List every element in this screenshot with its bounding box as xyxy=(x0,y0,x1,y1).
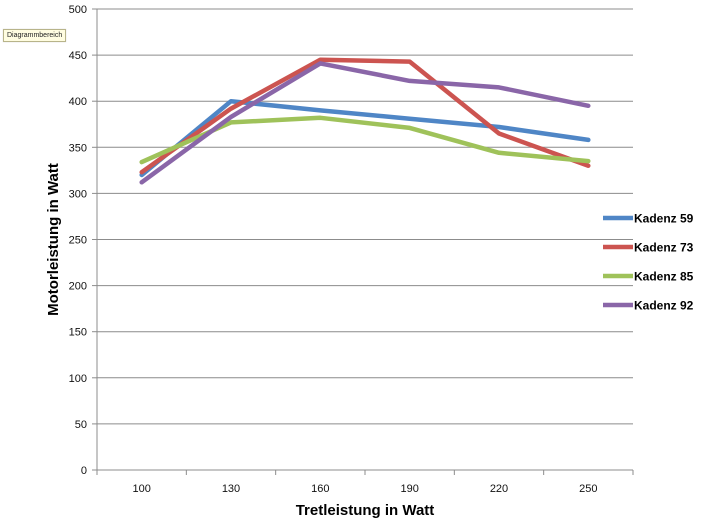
x-tick-label: 220 xyxy=(490,483,508,495)
x-tick-label: 100 xyxy=(132,483,150,495)
y-tick-label: 500 xyxy=(69,4,87,16)
y-tick-label: 450 xyxy=(69,50,87,62)
legend: Kadenz 59 Kadenz 73 Kadenz 85 Kadenz 92 xyxy=(603,212,694,313)
series-line-kadenz-73[interactable] xyxy=(139,57,591,175)
y-tick-label: 250 xyxy=(69,235,87,247)
x-tick-label: 130 xyxy=(222,483,240,495)
y-tick-label: 350 xyxy=(69,142,87,154)
y-tick-label: 0 xyxy=(81,465,87,477)
legend-label: Kadenz 85 xyxy=(634,270,694,284)
legend-label: Kadenz 59 xyxy=(634,212,694,226)
x-tick-label: 190 xyxy=(400,483,418,495)
y-tick-label: 150 xyxy=(69,327,87,339)
legend-label: Kadenz 92 xyxy=(634,299,694,313)
series-lines xyxy=(139,57,591,185)
y-tick-label: 300 xyxy=(69,188,87,200)
chart-area-tooltip: Diagrammbereich xyxy=(3,29,67,42)
y-axis-title: Motorleistung in Watt xyxy=(45,163,62,316)
x-axis-title: Tretleistung in Watt xyxy=(296,502,435,519)
y-tick-label: 100 xyxy=(69,373,87,385)
y-tick-label: 200 xyxy=(69,281,87,293)
series-line-kadenz-92[interactable] xyxy=(139,61,591,185)
x-tick-label: 160 xyxy=(311,483,329,495)
y-tick-label: 50 xyxy=(75,419,87,431)
y-tick-label: 400 xyxy=(69,96,87,108)
axes: 0 50 100 150 200 250 300 350 400 450 500 100 130 160 1… xyxy=(69,4,634,495)
series-line-kadenz-59[interactable] xyxy=(139,98,591,178)
legend-label: Kadenz 73 xyxy=(634,241,694,255)
x-tick-label: 250 xyxy=(579,483,597,495)
